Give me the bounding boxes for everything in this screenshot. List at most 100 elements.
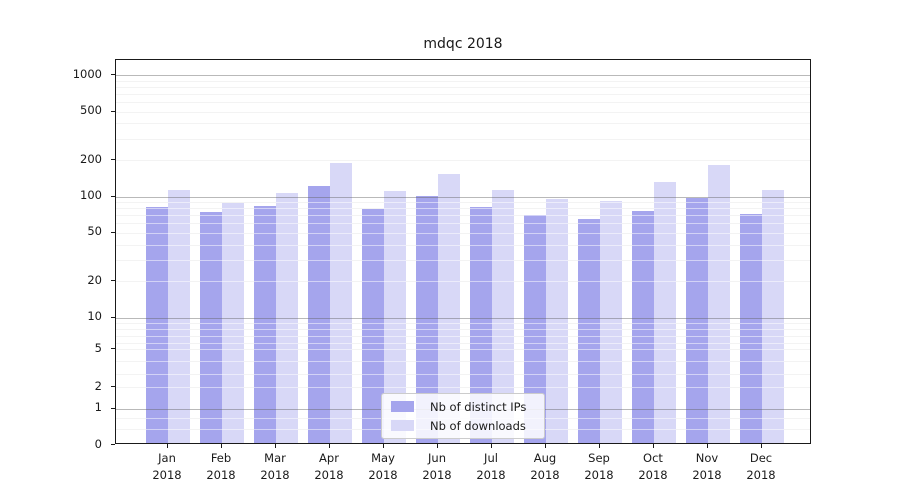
x-tick-year: 2018 [314,467,344,482]
bar-downloads-jul [492,190,514,443]
legend-label-distinct-ips: Nb of distinct IPs [430,399,527,414]
bar-downloads-jan [168,190,190,443]
x-tick-year: 2018 [692,467,722,482]
x-tick-month: Jan [158,451,176,465]
x-tick-year: 2018 [638,467,668,482]
minor-gridline [116,281,810,283]
y-tick-mark [111,348,115,350]
minor-gridline [116,102,810,104]
x-tick-year: 2018 [206,467,236,482]
bar-downloads-feb [222,202,244,443]
y-tick-mark [111,386,115,387]
x-tick-mark [275,444,276,448]
y-tick-label: 200 [80,151,102,166]
bar-downloads-nov [708,164,730,443]
x-tick-label-dec: Dec 2018 [733,450,789,483]
x-tick-month: Jun [428,451,446,465]
minor-gridline [116,233,810,234]
y-tick-label: 1000 [72,66,102,81]
bar-distinct-ips-feb [200,212,222,443]
x-tick-label-may: May 2018 [355,450,411,483]
x-tick-mark [491,444,492,448]
minor-gridline [116,111,810,113]
x-tick-month: Aug [533,451,557,465]
x-tick-label-jun: Jun 2018 [409,450,465,483]
x-tick-mark [383,444,384,448]
bar-downloads-apr [330,163,352,443]
x-tick-year: 2018 [476,467,506,482]
y-tick-label: 50 [87,224,102,239]
y-tick-label: 5 [94,340,102,355]
x-tick-month: Sep [588,451,610,465]
bar-distinct-ips-jun [416,195,438,443]
minor-gridline [116,329,810,330]
bar-distinct-ips-apr [308,185,330,443]
y-tick-mark [111,280,115,282]
minor-gridline [116,159,810,161]
bar-distinct-ips-oct [632,211,654,443]
bar-downloads-jun [438,174,460,443]
bar-distinct-ips-jan [146,207,168,443]
x-tick-mark [545,444,546,448]
bar-downloads-aug [546,199,568,443]
chart-title: mdqc 2018 [423,36,503,52]
major-gridline [116,75,810,77]
bar-distinct-ips-dec [740,214,762,443]
x-tick-month: Mar [264,451,286,465]
legend-swatch-downloads [391,420,414,431]
y-tick-mark [111,110,115,112]
x-tick-month: May [371,451,395,465]
x-tick-mark [329,444,330,448]
minor-gridline [116,361,810,362]
x-tick-mark [167,444,168,448]
minor-gridline [116,208,810,210]
x-tick-year: 2018 [368,467,398,482]
y-tick-mark [111,231,115,233]
minor-gridline [116,80,810,82]
bar-downloads-sep [600,201,622,443]
plot-area: Nb of distinct IPs Nb of downloads [115,59,811,444]
x-tick-label-aug: Aug 2018 [517,450,573,483]
minor-gridline [116,259,810,261]
x-tick-mark [221,444,222,448]
minor-gridline [116,387,810,388]
y-tick-mark [111,444,115,445]
y-tick-label: 1 [94,400,102,415]
y-tick-label: 100 [80,188,102,202]
y-tick-mark [111,159,115,160]
x-tick-month: Feb [210,451,232,465]
x-tick-month: Jul [484,451,498,465]
minor-gridline [116,342,810,344]
x-tick-month: Oct [643,451,663,465]
bar-distinct-ips-nov [686,198,708,443]
minor-gridline [116,335,810,337]
major-gridline [116,196,810,198]
x-tick-mark [707,444,708,448]
y-tick-mark [111,74,115,76]
x-tick-mark [761,444,762,448]
minor-gridline [116,323,810,325]
y-tick-label: 20 [87,272,102,287]
bar-downloads-dec [762,189,784,443]
legend-row-downloads: Nb of downloads [391,419,544,433]
minor-gridline [116,244,810,246]
x-tick-year: 2018 [422,467,452,482]
bar-distinct-ips-mar [254,205,276,443]
x-tick-mark [599,444,600,448]
x-tick-year: 2018 [152,467,182,482]
x-tick-label-nov: Nov 2018 [679,450,735,483]
bar-downloads-oct [654,181,676,443]
y-tick-mark [111,407,115,409]
minor-gridline [116,349,810,351]
x-tick-month: Dec [749,451,773,465]
x-tick-label-sep: Sep 2018 [571,450,627,483]
x-tick-year: 2018 [530,467,560,482]
x-tick-mark [653,444,654,448]
legend-label-downloads: Nb of downloads [430,418,526,433]
minor-gridline [116,138,810,140]
x-tick-year: 2018 [746,467,776,482]
x-tick-label-mar: Mar 2018 [247,450,303,483]
x-tick-month: Nov [695,451,719,465]
x-tick-label-oct: Oct 2018 [625,450,681,483]
